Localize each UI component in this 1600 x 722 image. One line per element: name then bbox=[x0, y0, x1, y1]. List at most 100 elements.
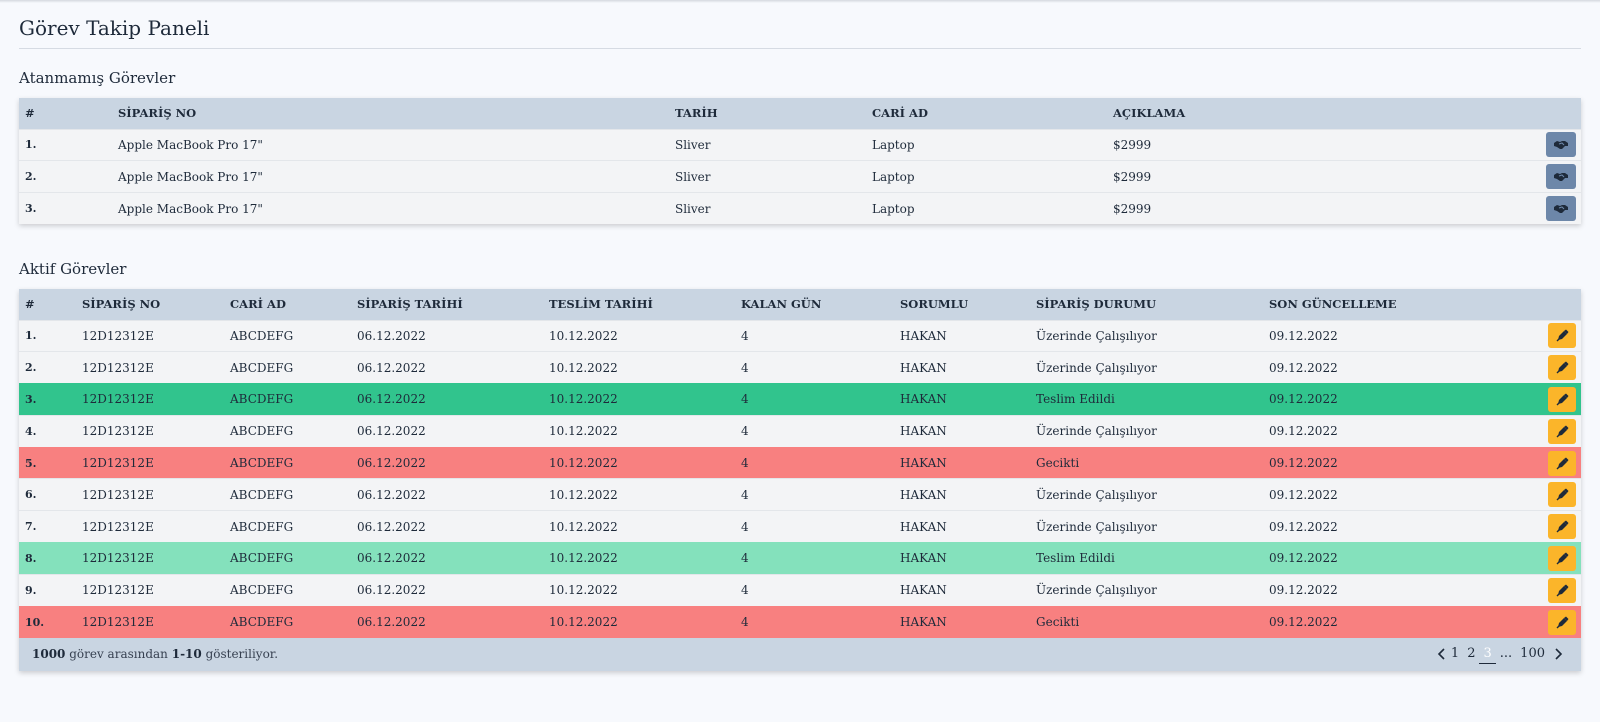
cell-last-update: 09.12.2022 bbox=[1263, 542, 1515, 575]
page-100-link[interactable]: 100 bbox=[1520, 645, 1545, 661]
cell-order-no: 12D12312E bbox=[76, 605, 224, 638]
total-count: 1000 bbox=[32, 646, 66, 661]
row-index: 3. bbox=[19, 192, 112, 225]
cell-owner: HAKAN bbox=[894, 542, 1030, 575]
top-shadow bbox=[0, 0, 1600, 3]
cell-action bbox=[1515, 414, 1581, 448]
edit-button[interactable] bbox=[1548, 323, 1576, 349]
cell-order-date: 06.12.2022 bbox=[351, 542, 543, 575]
cell-action bbox=[1515, 351, 1581, 384]
cell-date: Sliver bbox=[669, 128, 866, 161]
unassigned-tasks-table-card: # SİPARİŞ NO TARİH CARİ AD AÇIKLAMA 1. Ap… bbox=[19, 98, 1581, 225]
pen-icon bbox=[1556, 551, 1569, 565]
handshake-icon bbox=[1553, 201, 1569, 215]
cell-action bbox=[1515, 446, 1581, 479]
cell-owner: HAKAN bbox=[894, 414, 1030, 448]
cell-order-no: 12D12312E bbox=[76, 383, 224, 416]
cell-client: Laptop bbox=[866, 192, 1107, 225]
row-index: 10. bbox=[19, 605, 76, 638]
handshake-icon bbox=[1553, 137, 1569, 151]
table-row: 3. 12D12312E ABCDEFG 06.12.2022 10.12.2022 4 H… bbox=[19, 383, 1581, 416]
cell-delivery-date: 10.12.2022 bbox=[543, 351, 735, 384]
pen-icon bbox=[1556, 583, 1569, 597]
cell-last-update: 09.12.2022 bbox=[1263, 383, 1515, 416]
assign-button[interactable] bbox=[1546, 132, 1576, 158]
row-index: 2. bbox=[19, 160, 112, 193]
pagination-ellipsis: ... bbox=[1499, 645, 1513, 661]
col-header-owner: SORUMLU bbox=[894, 289, 1030, 320]
pagination-pages: 1 2 3... 100 bbox=[1447, 645, 1549, 664]
pen-icon bbox=[1556, 424, 1569, 438]
row-index: 4. bbox=[19, 414, 76, 448]
edit-button[interactable] bbox=[1548, 545, 1576, 571]
assign-button[interactable] bbox=[1546, 196, 1576, 222]
cell-days-left: 4 bbox=[735, 414, 894, 448]
page-3-link[interactable]: 3 bbox=[1479, 645, 1496, 664]
title-divider bbox=[19, 48, 1581, 49]
edit-button[interactable] bbox=[1548, 514, 1576, 540]
cell-delivery-date: 10.12.2022 bbox=[543, 319, 735, 352]
cell-action bbox=[1515, 510, 1581, 543]
cell-delivery-date: 10.12.2022 bbox=[543, 510, 735, 543]
cell-order-no: 12D12312E bbox=[76, 446, 224, 479]
pen-icon bbox=[1556, 487, 1569, 501]
unassigned-tasks-table: # SİPARİŞ NO TARİH CARİ AD AÇIKLAMA 1. Ap… bbox=[19, 98, 1581, 225]
row-index: 6. bbox=[19, 478, 76, 511]
page-2-link[interactable]: 2 bbox=[1467, 645, 1476, 661]
edit-button[interactable] bbox=[1548, 450, 1576, 476]
cell-status: Gecikti bbox=[1030, 605, 1263, 638]
row-index: 5. bbox=[19, 446, 76, 479]
cell-client: ABCDEFG bbox=[224, 351, 351, 384]
cell-action bbox=[1515, 573, 1581, 607]
col-header-description: AÇIKLAMA bbox=[1107, 98, 1516, 129]
cell-order-date: 06.12.2022 bbox=[351, 446, 543, 479]
cell-status: Üzerinde Çalışılıyor bbox=[1030, 319, 1263, 352]
page-1-link[interactable]: 1 bbox=[1450, 645, 1460, 661]
col-header-last-update: SON GÜNCELLEME bbox=[1263, 289, 1515, 320]
chevron-right-icon[interactable] bbox=[1549, 645, 1563, 663]
cell-last-update: 09.12.2022 bbox=[1263, 478, 1515, 511]
cell-order-date: 06.12.2022 bbox=[351, 510, 543, 543]
cell-order-no: 12D12312E bbox=[76, 351, 224, 384]
cell-action bbox=[1515, 478, 1581, 511]
cell-days-left: 4 bbox=[735, 510, 894, 543]
table-row: 6. 12D12312E ABCDEFG 06.12.2022 10.12.2022 4 H… bbox=[19, 478, 1581, 511]
cell-action bbox=[1515, 542, 1581, 575]
cell-days-left: 4 bbox=[735, 446, 894, 479]
edit-button[interactable] bbox=[1548, 386, 1576, 412]
cell-delivery-date: 10.12.2022 bbox=[543, 383, 735, 416]
cell-client: ABCDEFG bbox=[224, 573, 351, 607]
edit-button[interactable] bbox=[1548, 609, 1576, 635]
cell-client: Laptop bbox=[866, 128, 1107, 161]
col-header-client: CARİ AD bbox=[866, 98, 1107, 129]
edit-button[interactable] bbox=[1548, 418, 1576, 444]
cell-status: Gecikti bbox=[1030, 446, 1263, 479]
cell-date: Sliver bbox=[669, 160, 866, 193]
cell-last-update: 09.12.2022 bbox=[1263, 605, 1515, 638]
assign-button[interactable] bbox=[1546, 164, 1576, 190]
table-row: 3. Apple MacBook Pro 17" Sliver Laptop $2999 bbox=[19, 192, 1581, 225]
cell-order-no: 12D12312E bbox=[76, 414, 224, 448]
chevron-left-icon[interactable] bbox=[1433, 645, 1447, 663]
edit-button[interactable] bbox=[1548, 577, 1576, 603]
table-row: 5. 12D12312E ABCDEFG 06.12.2022 10.12.2022 4 H… bbox=[19, 446, 1581, 479]
cell-order-no: Apple MacBook Pro 17" bbox=[112, 160, 669, 193]
results-text-end: gösteriliyor. bbox=[201, 646, 279, 661]
table-row: 4. 12D12312E ABCDEFG 06.12.2022 10.12.2022 4 H… bbox=[19, 414, 1581, 448]
cell-last-update: 09.12.2022 bbox=[1263, 573, 1515, 607]
edit-button[interactable] bbox=[1548, 482, 1576, 508]
col-header-status: SİPARİŞ DURUMU bbox=[1030, 289, 1263, 320]
cell-order-date: 06.12.2022 bbox=[351, 319, 543, 352]
table-row: 10. 12D12312E ABCDEFG 06.12.2022 10.12.2022 4… bbox=[19, 605, 1581, 638]
table-footer: 1000 görev arasından 1-10 gösteriliyor. … bbox=[19, 637, 1581, 671]
cell-status: Teslim Edildi bbox=[1030, 542, 1263, 575]
table-row: 7. 12D12312E ABCDEFG 06.12.2022 10.12.2022 4 H… bbox=[19, 510, 1581, 543]
row-index: 8. bbox=[19, 542, 76, 575]
cell-owner: HAKAN bbox=[894, 478, 1030, 511]
cell-date: Sliver bbox=[669, 192, 866, 225]
edit-button[interactable] bbox=[1548, 355, 1576, 381]
pen-icon bbox=[1556, 456, 1569, 470]
table-row: 8. 12D12312E ABCDEFG 06.12.2022 10.12.2022 4 H… bbox=[19, 542, 1581, 575]
col-header-days-left: KALAN GÜN bbox=[735, 289, 894, 320]
cell-status: Üzerinde Çalışılıyor bbox=[1030, 478, 1263, 511]
